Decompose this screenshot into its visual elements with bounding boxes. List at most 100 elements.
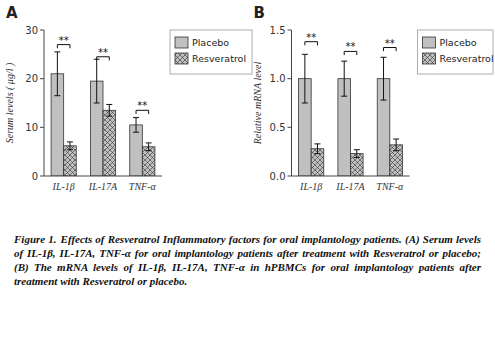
error-cap: [314, 143, 320, 144]
y-axis-label: Relative mRNA level: [252, 62, 263, 146]
x-axis: [292, 176, 410, 177]
y-tick-label: 10: [25, 122, 38, 133]
y-tick-label: 0.5: [270, 122, 286, 133]
bar: [130, 125, 143, 176]
error-cap: [341, 61, 347, 62]
legend-label: Resveratrol: [192, 53, 246, 64]
error-bar: [354, 150, 360, 158]
legend-label: Placebo: [440, 37, 477, 48]
y-tick-label: 20: [25, 73, 38, 84]
legend-box: [170, 30, 252, 74]
significance-label: **: [346, 41, 356, 52]
error-cap: [133, 132, 139, 133]
y-tick-label: 30: [25, 25, 38, 36]
y-axis: [291, 30, 292, 176]
y-tick: [288, 176, 292, 177]
significance-label: **: [98, 47, 108, 58]
error-cap: [106, 116, 112, 117]
figure: A ** ** ** 0 10 20 30 IL-1β IL-17A TNF-α Serum leve…: [0, 0, 495, 222]
legend: Placebo Resveratrol: [170, 30, 252, 74]
plot-area: [51, 45, 155, 176]
error-cap: [146, 142, 152, 143]
x-tick-label: IL-17A: [88, 181, 118, 192]
error-bar: [94, 59, 100, 103]
x-tick-label: IL-17A: [335, 181, 365, 192]
error-cap: [381, 100, 387, 101]
error-stem: [69, 142, 70, 150]
error-stem: [148, 143, 149, 151]
panel-title: A: [6, 4, 18, 22]
significance-label: **: [59, 35, 69, 46]
error-bar: [133, 118, 139, 133]
error-cap: [54, 95, 60, 96]
error-stem: [317, 144, 318, 154]
error-bar: [381, 57, 387, 100]
y-axis: [44, 30, 45, 176]
error-stem: [136, 118, 137, 133]
significance-label: **: [306, 32, 316, 43]
legend-swatch: [175, 37, 188, 48]
error-cap: [146, 150, 152, 151]
error-cap: [354, 149, 360, 150]
y-tick: [288, 30, 292, 31]
error-cap: [393, 150, 399, 151]
error-cap: [67, 141, 73, 142]
error-cap: [302, 54, 308, 55]
panel: A ** ** ** 0 10 20 30 IL-1β IL-17A TNF-α Serum leve…: [4, 4, 252, 192]
error-stem: [396, 139, 397, 151]
error-cap: [54, 51, 60, 52]
error-bar: [146, 143, 152, 151]
y-tick-label: 1.5: [270, 25, 286, 36]
y-tick-label: 0.0: [270, 171, 286, 182]
x-tick-label: IL-1β: [52, 181, 75, 192]
error-cap: [341, 96, 347, 97]
caption-text: Effects of Resveratrol Inflammatory fact…: [14, 233, 481, 287]
error-stem: [109, 104, 110, 116]
panel-title: B: [254, 4, 265, 22]
error-bar: [67, 142, 73, 150]
y-tick: [40, 78, 44, 79]
x-tick-label: IL-1β: [299, 181, 322, 192]
x-axis: [44, 176, 162, 177]
legend-swatch: [423, 53, 436, 64]
legend-label: Placebo: [192, 37, 229, 48]
x-tick-label: TNF-α: [376, 181, 404, 192]
error-cap: [302, 103, 308, 104]
error-stem: [344, 61, 345, 96]
significance-label: **: [137, 100, 147, 111]
error-cap: [94, 103, 100, 104]
x-tick-label: TNF-α: [129, 181, 157, 192]
error-bar: [341, 61, 347, 96]
significance-label: **: [385, 38, 395, 49]
error-bar: [54, 52, 60, 96]
error-cap: [314, 153, 320, 154]
error-stem: [96, 59, 97, 103]
panel: B ** ** ** 0.0 0.5 1.0 1.5 IL-1β IL-17A TNF-α Relat…: [252, 4, 494, 192]
caption-bold: Figure 1.: [14, 233, 57, 245]
error-cap: [106, 104, 112, 105]
y-tick-label: 0: [32, 171, 38, 182]
error-cap: [381, 57, 387, 58]
error-stem: [304, 54, 305, 103]
y-tick-label: 1.0: [270, 73, 286, 84]
y-tick: [40, 176, 44, 177]
y-axis-label: Serum levels ( μg/l ): [4, 62, 16, 143]
y-tick: [288, 78, 292, 79]
error-stem: [356, 150, 357, 158]
y-tick: [288, 127, 292, 128]
error-bar: [393, 139, 399, 151]
error-cap: [354, 157, 360, 158]
bar: [142, 147, 155, 176]
legend-box: [418, 30, 494, 74]
legend-label: Resveratrol: [440, 53, 494, 64]
error-stem: [57, 52, 58, 96]
y-tick: [40, 30, 44, 31]
error-stem: [383, 57, 384, 100]
legend-swatch: [423, 37, 436, 48]
error-bar: [302, 54, 308, 103]
plot-area: [299, 42, 403, 176]
error-cap: [133, 117, 139, 118]
legend-swatch: [175, 53, 188, 64]
error-bar: [314, 144, 320, 154]
caption: Figure 1.Effects of Resveratrol Inflamma…: [14, 232, 481, 288]
